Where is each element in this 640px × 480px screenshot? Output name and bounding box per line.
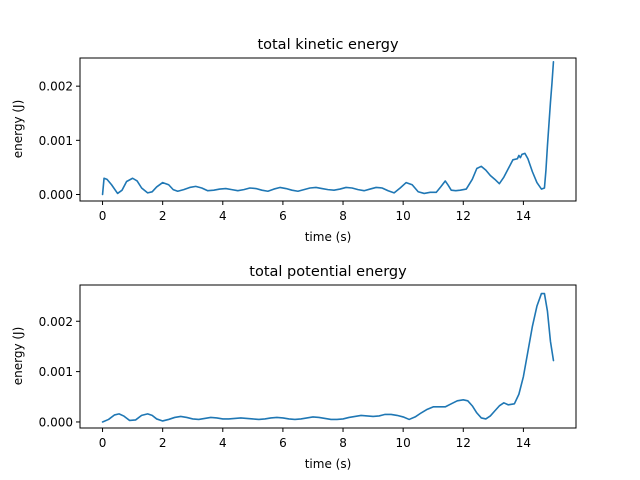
potential-y-axis-label: energy (J) xyxy=(11,327,25,386)
kinetic-plot-frame xyxy=(79,57,577,202)
kinetic-y-axis-label: energy (J) xyxy=(11,100,25,159)
potential-x-tick-label: 4 xyxy=(219,436,227,450)
kinetic-chart-title: total kinetic energy xyxy=(257,37,399,53)
kinetic-x-axis-label: time (s) xyxy=(305,230,352,244)
kinetic-x-tick-label: 12 xyxy=(456,209,471,223)
kinetic-energy-panel: total kinetic energy time (s) energy (J)… xyxy=(11,37,577,244)
potential-y-tick-label: 0.002 xyxy=(39,315,73,329)
kinetic-y-tick-label: 0.001 xyxy=(39,134,73,148)
potential-chart-title: total potential energy xyxy=(249,264,407,280)
potential-y-tick-label: 0.001 xyxy=(39,365,73,379)
potential-x-tick-label: 2 xyxy=(159,436,167,450)
kinetic-y-tick-label: 0.002 xyxy=(39,80,73,94)
potential-x-tick-label: 10 xyxy=(396,436,411,450)
kinetic-energy-line xyxy=(101,60,555,196)
potential-x-tick-label: 8 xyxy=(339,436,347,450)
kinetic-x-tick-label: 6 xyxy=(279,209,287,223)
potential-energy-panel: total potential energy time (s) energy (… xyxy=(11,264,577,471)
potential-y-tick-label: 0.000 xyxy=(39,415,73,429)
kinetic-x-tick-label: 14 xyxy=(516,209,531,223)
kinetic-x-tick-label: 8 xyxy=(339,209,347,223)
kinetic-y-tick-label: 0.000 xyxy=(39,188,73,202)
potential-energy-line xyxy=(101,292,555,423)
potential-x-tick-label: 6 xyxy=(279,436,287,450)
kinetic-x-tick-label: 4 xyxy=(219,209,227,223)
potential-x-tick-label: 12 xyxy=(456,436,471,450)
kinetic-x-tick-label: 10 xyxy=(396,209,411,223)
potential-x-axis-label: time (s) xyxy=(305,457,352,471)
potential-plot-frame xyxy=(79,284,577,429)
potential-x-tick-label: 14 xyxy=(516,436,531,450)
kinetic-x-tick-label: 0 xyxy=(99,209,107,223)
potential-x-tick-label: 0 xyxy=(99,436,107,450)
kinetic-x-tick-label: 2 xyxy=(159,209,167,223)
